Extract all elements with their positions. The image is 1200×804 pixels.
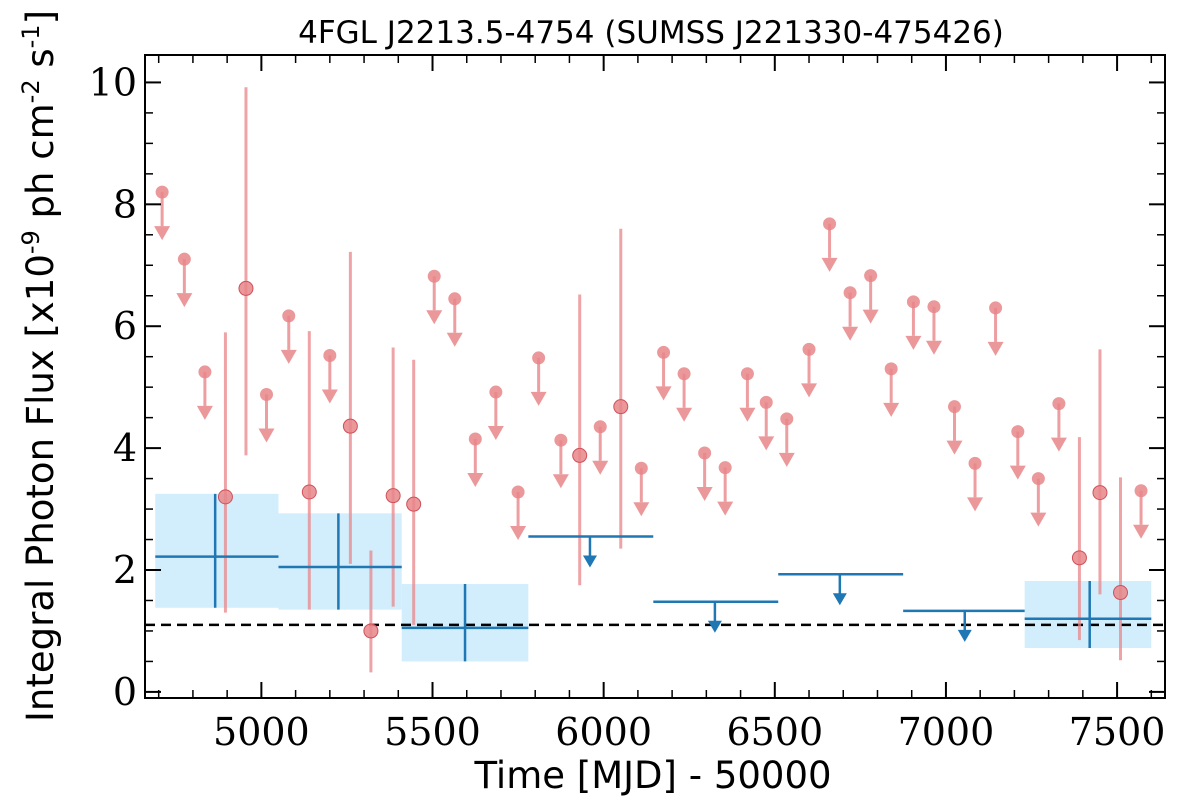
short-bin-upper-limit-arrow: [842, 326, 859, 341]
y-axis-title: Integral Photon Flux [x10-9 ph cm-2 s-1]: [17, 10, 62, 722]
short-bin-upper-limit-arrow: [1030, 512, 1047, 527]
short-bin-upper-limit-arrow: [967, 497, 984, 512]
plot-frame: [144, 54, 1166, 699]
y-tick-label: 2: [113, 548, 137, 592]
short-bin-detection-marker: [385, 488, 401, 504]
y-tick-label: 8: [113, 182, 137, 226]
short-bin-upper-limit-arrow: [552, 474, 569, 489]
short-bin-detection-marker: [406, 496, 422, 512]
long-bin-upper-limit-arrow: [707, 620, 722, 633]
short-bin-upper-limit-arrow: [633, 502, 650, 517]
long-bin-band: [278, 513, 402, 610]
short-bin-upper-limit-arrow: [925, 340, 942, 355]
short-bin-detection-marker: [238, 280, 254, 296]
short-bin-upper-limit-arrow: [905, 335, 922, 350]
x-tick-label: 7000: [898, 710, 995, 754]
short-bin-upper-limit-arrow: [1133, 524, 1150, 539]
short-bin-upper-limit-arrow: [530, 391, 547, 406]
short-bin-detection-marker: [1113, 585, 1129, 601]
short-bin-upper-limit-arrow: [821, 257, 838, 272]
short-bin-upper-limit-arrow: [739, 407, 756, 422]
long-bin-bands: [155, 493, 1152, 662]
x-tick-label: 5500: [384, 710, 481, 754]
short-bin-upper-limit-arrow: [758, 436, 775, 451]
short-bin-upper-limit-arrow: [862, 309, 879, 324]
short-bin-upper-limit-arrow: [154, 226, 171, 241]
short-bin-detection-marker: [613, 399, 629, 415]
short-bin-detection-marker: [301, 484, 317, 500]
short-bin-upper-limit-arrow: [778, 452, 795, 467]
axes-layer: 5000 5500 6000 6500 7000 7500 0 2 4 6 8 10: [89, 54, 1166, 754]
x-tick-label: 5000: [213, 710, 310, 754]
x-axis-title: Time [MJD] - 50000: [473, 754, 831, 797]
short-bin-detection-marker: [1071, 550, 1087, 566]
short-bin-detection-marker: [363, 623, 379, 639]
short-bin-detection-marker: [572, 447, 588, 463]
short-bin-upper-limit-arrow: [426, 310, 443, 325]
short-bin-upper-limit-arrow: [1050, 437, 1067, 452]
long-bin-band: [1024, 580, 1152, 649]
y-tick-label: 6: [113, 304, 137, 348]
long-bin-upper-limit-arrow: [957, 629, 972, 642]
x-tick-label: 7500: [1069, 710, 1166, 754]
short-bin-upper-limit-arrow: [487, 426, 504, 441]
short-bin-upper-limit-arrow: [467, 472, 484, 487]
y-tick-label: 0: [113, 670, 137, 714]
short-bin-upper-limit-arrow: [696, 486, 713, 501]
y-tick-label: 10: [89, 60, 137, 104]
short-bin-upper-limit-arrow: [592, 460, 609, 475]
short-bin-upper-limit-arrow: [446, 332, 463, 347]
short-bin-upper-limit-arrow: [655, 386, 672, 401]
x-tick-label: 6500: [726, 710, 823, 754]
short-bin-upper-limit-arrow: [717, 501, 734, 516]
short-bin-upper-limit-arrow: [196, 405, 213, 420]
long-bin-upper-limit-arrow: [582, 555, 597, 568]
svg-text:Integral Photon Flux [x10-9 ph: Integral Photon Flux [x10-9 ph cm-2 s-1]: [17, 10, 62, 722]
x-tick-label: 6000: [555, 710, 652, 754]
short-bin-upper-limit-arrow: [801, 383, 818, 398]
short-bin-upper-limit-arrow: [1009, 465, 1026, 480]
short-bin-upper-limit-arrow: [258, 428, 275, 443]
short-bin-detection-marker: [217, 489, 233, 505]
short-bin-detection-marker: [342, 418, 358, 434]
short-bin-layer: [154, 87, 1150, 673]
short-bin-upper-limit-arrow: [676, 407, 693, 422]
short-bin-upper-limit-arrow: [883, 402, 900, 417]
short-bin-upper-limit-arrow: [176, 293, 193, 308]
chart-title: 4FGL J2213.5-4754 (SUMSS J221330-475426): [298, 15, 1004, 51]
short-bin-upper-limit-arrow: [946, 440, 963, 455]
long-bin-layer: [155, 493, 1152, 662]
short-bin-upper-limit-arrow: [987, 341, 1004, 356]
long-bin-band: [155, 493, 279, 608]
short-bin-upper-limit-arrow: [280, 349, 297, 364]
short-bin-detection-marker: [1092, 485, 1108, 501]
y-tick-label: 4: [113, 426, 137, 470]
short-bin-upper-limit-arrow: [510, 525, 527, 540]
long-bin-upper-limit-arrow: [832, 593, 847, 606]
short-bin-upper-limit-arrow: [321, 389, 338, 404]
